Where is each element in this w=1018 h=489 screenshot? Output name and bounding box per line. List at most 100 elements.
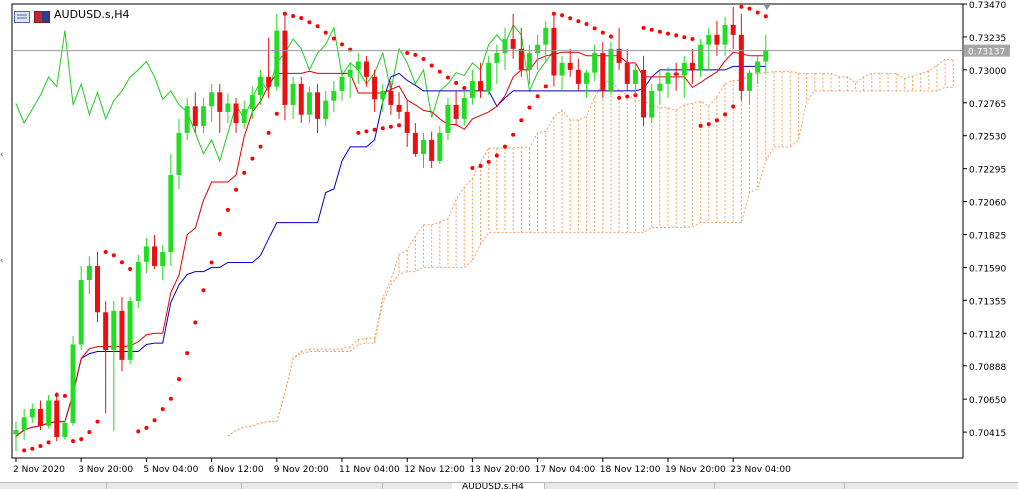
x-tick-label: 23 Nov 04:00 — [730, 465, 791, 475]
bull-candle — [681, 62, 687, 76]
chart-tab[interactable] — [382, 483, 453, 489]
chart-tab[interactable] — [544, 483, 715, 489]
sar-dot — [641, 25, 646, 30]
bull-candle — [706, 34, 712, 45]
bull-candle — [135, 261, 141, 302]
bull-candle — [763, 50, 769, 62]
bear-candle — [372, 76, 378, 100]
sar-dot — [209, 260, 214, 265]
bull-candle — [339, 76, 345, 91]
x-tick-label: 17 Nov 04:00 — [535, 465, 596, 475]
sar-dot — [397, 123, 402, 128]
chart-tab[interactable] — [106, 483, 242, 489]
bull-candle — [225, 103, 231, 112]
sar-dot — [519, 118, 524, 123]
sar-dot — [87, 430, 92, 435]
sar-dot — [600, 30, 605, 35]
y-tick-label: 0.71590 — [969, 264, 1006, 274]
sar-dot — [429, 63, 434, 68]
sar-dot — [274, 111, 279, 116]
bull-candle — [461, 97, 467, 119]
sar-dot — [608, 34, 613, 39]
sar-dot — [478, 163, 483, 168]
bull-candle — [437, 132, 443, 161]
bull-candle — [306, 92, 312, 115]
sar-dot — [666, 31, 670, 36]
sar-dot — [494, 153, 499, 158]
sar-dot — [657, 29, 662, 34]
sar-dot — [698, 123, 703, 128]
bear-candle — [429, 139, 435, 161]
sar-dot — [413, 52, 418, 57]
sar-dot — [331, 36, 336, 41]
bull-candle — [535, 44, 541, 54]
sar-dot — [95, 419, 100, 424]
sar-dot — [445, 75, 450, 80]
bull-candle — [241, 109, 247, 124]
x-tick-label: 5 Nov 04:00 — [143, 465, 198, 475]
bull-candle — [290, 83, 296, 105]
sar-dot — [22, 448, 27, 453]
sar-dot — [706, 122, 711, 127]
bull-candle — [486, 62, 492, 91]
bear-candle — [624, 62, 630, 84]
bear-candle — [388, 90, 394, 105]
sar-dot — [682, 35, 687, 40]
sar-dot — [633, 93, 638, 98]
bear-candle — [453, 104, 459, 119]
sar-dot — [79, 437, 84, 442]
bear-candle — [152, 246, 158, 267]
sar-dot — [625, 94, 630, 99]
sar-dot — [71, 439, 76, 444]
sar-dot — [46, 440, 51, 445]
bull-candle — [649, 90, 655, 118]
x-tick-label: 13 Nov 20:00 — [469, 465, 530, 475]
sar-dot — [739, 4, 744, 9]
x-tick-label: 2 Nov 2020 — [13, 465, 65, 475]
bull-candle — [249, 95, 255, 110]
y-tick-label: 0.73235 — [969, 34, 1006, 44]
sar-dot — [576, 19, 581, 24]
bull-candle — [747, 72, 752, 91]
sar-dot — [755, 10, 760, 15]
sar-dot — [527, 105, 532, 110]
bull-candle — [347, 69, 353, 77]
bull-candle — [698, 44, 704, 70]
chart-tabs-bar: AUDUSD.s,H4 — [0, 482, 1018, 489]
bull-candle — [274, 30, 280, 87]
sar-dot — [177, 377, 181, 382]
sar-dot — [225, 207, 230, 212]
bull-candle — [421, 139, 426, 154]
bear-candle — [95, 266, 100, 313]
y-tick-label: 0.70888 — [969, 363, 1006, 373]
sar-dot — [168, 396, 173, 401]
chart-tab-active[interactable] — [452, 483, 545, 489]
bull-candle — [355, 61, 361, 70]
bull-candle — [380, 90, 386, 100]
sar-dot — [119, 260, 124, 265]
bull-candle — [584, 72, 589, 84]
bull-candle — [559, 62, 565, 76]
chart-window-icon[interactable] — [14, 8, 30, 23]
current-price-label: 0.73137 — [968, 48, 1005, 58]
current-price-marker — [964, 44, 1010, 57]
bull-candle — [632, 69, 638, 84]
sar-dot — [617, 95, 622, 100]
bull-candle — [160, 252, 166, 267]
sar-dot — [111, 253, 116, 258]
bull-candle — [70, 344, 76, 423]
chart-tab[interactable] — [714, 483, 845, 489]
bear-candle — [616, 48, 622, 63]
sar-dot — [486, 159, 491, 164]
sar-dot — [136, 429, 141, 434]
chart-tab[interactable] — [241, 483, 383, 489]
bull-candle — [21, 417, 27, 430]
sar-dot — [690, 37, 695, 42]
sar-dot — [731, 104, 736, 109]
sar-dot — [234, 187, 239, 192]
sar-dot — [160, 407, 165, 412]
chart-tab[interactable] — [0, 483, 107, 489]
bull-candle — [543, 27, 549, 45]
y-tick-label: 0.72530 — [969, 133, 1006, 143]
